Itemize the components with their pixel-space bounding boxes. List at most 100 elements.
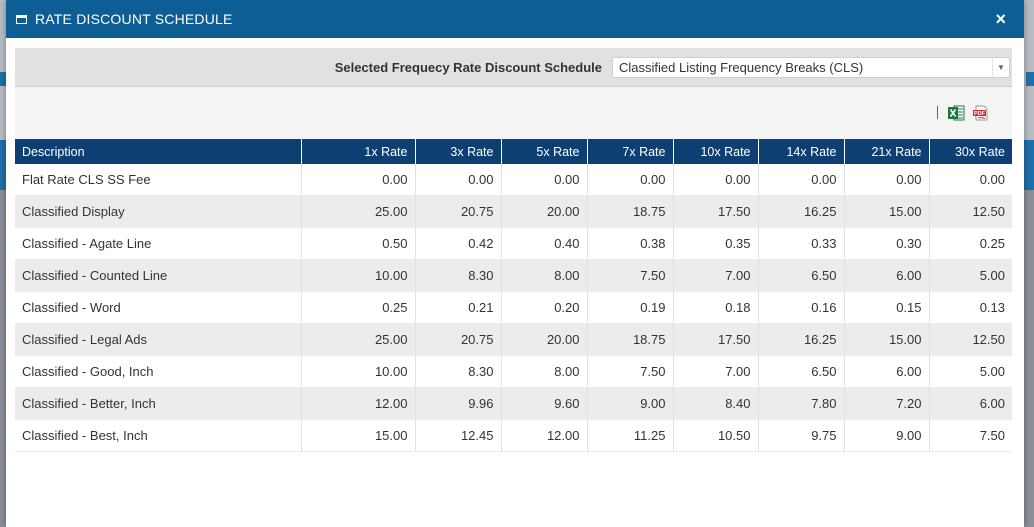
- row-description: Classified - Agate Line: [15, 227, 302, 260]
- rate-cell: 7.50: [587, 259, 674, 292]
- column-header-rate[interactable]: 7x Rate: [587, 139, 674, 164]
- column-header-rate[interactable]: 30x Rate: [929, 139, 1012, 164]
- row-description: Flat Rate CLS SS Fee: [15, 164, 302, 196]
- background-header-right: [1024, 140, 1034, 190]
- rate-cell: 8.00: [501, 355, 588, 388]
- column-header-rate[interactable]: 21x Rate: [844, 139, 930, 164]
- row-description: Classified - Word: [15, 291, 302, 324]
- column-header-rate[interactable]: 1x Rate: [301, 139, 416, 164]
- dialog-title: RATE DISCOUNT SCHEDULE: [35, 11, 233, 27]
- rate-cell: 12.50: [929, 195, 1012, 228]
- rate-cell: 0.00: [844, 164, 930, 196]
- column-header-description[interactable]: Description: [15, 139, 302, 164]
- rate-cell: 0.25: [301, 291, 416, 324]
- rate-cell: 0.21: [415, 291, 502, 324]
- row-description: Classified - Good, Inch: [15, 355, 302, 388]
- rate-cell: 0.00: [501, 164, 588, 196]
- toolbar-separator: [937, 106, 938, 119]
- schedule-select-value: Classified Listing Frequency Breaks (CLS…: [619, 59, 864, 75]
- rate-cell: 0.15: [844, 291, 930, 324]
- rate-cell: 15.00: [301, 419, 416, 452]
- rate-cell: 6.00: [844, 259, 930, 292]
- rate-cell: 0.19: [587, 291, 674, 324]
- rate-cell: 0.00: [587, 164, 674, 196]
- rate-cell: 15.00: [844, 323, 930, 356]
- table-row[interactable]: Classified - Word 0.25 0.21 0.20 0.19 0.18 0.1…: [15, 291, 1012, 324]
- rate-cell: 7.80: [758, 387, 845, 420]
- rate-cell: 25.00: [301, 195, 416, 228]
- row-description: Classified Display: [15, 195, 302, 228]
- pdf-icon-label: PDF: [974, 111, 986, 117]
- rate-cell: 8.30: [415, 259, 502, 292]
- table-row[interactable]: Classified - Agate Line 0.50 0.42 0.40 0.38 0…: [15, 227, 1012, 260]
- table-row[interactable]: Flat Rate CLS SS Fee 0.00 0.00 0.00 0.00 0.00…: [15, 164, 1012, 196]
- rate-cell: 0.50: [301, 227, 416, 260]
- dialog-titlebar[interactable]: RATE DISCOUNT SCHEDULE ×: [6, 0, 1024, 38]
- rate-cell: 9.00: [587, 387, 674, 420]
- close-button[interactable]: ×: [995, 9, 1006, 29]
- schedule-selector-bar: Selected Frequecy Rate Discount Schedule…: [15, 48, 1012, 87]
- dialog-content: Selected Frequecy Rate Discount Schedule…: [15, 48, 1012, 452]
- rate-cell: 12.50: [929, 323, 1012, 356]
- rate-cell: 12.00: [501, 419, 588, 452]
- rate-cell: 0.18: [673, 291, 759, 324]
- rate-cell: 7.00: [673, 259, 759, 292]
- rate-cell: 0.13: [929, 291, 1012, 324]
- chevron-down-icon[interactable]: ▼: [992, 57, 1009, 77]
- rate-cell: 6.50: [758, 355, 845, 388]
- rate-cell: 0.00: [673, 164, 759, 196]
- column-header-rate[interactable]: 5x Rate: [501, 139, 588, 164]
- rate-cell: 8.00: [501, 259, 588, 292]
- table-row[interactable]: Classified - Better, Inch 12.00 9.96 9.60 9.…: [15, 387, 1012, 420]
- pdf-icon[interactable]: PDF: [973, 105, 989, 121]
- table-row[interactable]: Classified - Good, Inch 10.00 8.30 8.00 7.50…: [15, 355, 1012, 388]
- rate-cell: 0.33: [758, 227, 845, 260]
- row-description: Classified - Best, Inch: [15, 419, 302, 452]
- rate-cell: 0.35: [673, 227, 759, 260]
- rate-cell: 0.00: [758, 164, 845, 196]
- schedule-selector-label: Selected Frequecy Rate Discount Schedule: [334, 59, 602, 75]
- column-header-rate[interactable]: 14x Rate: [758, 139, 845, 164]
- rate-cell: 0.00: [415, 164, 502, 196]
- rate-cell: 20.75: [415, 195, 502, 228]
- column-header-rate[interactable]: 10x Rate: [673, 139, 759, 164]
- rate-discount-dialog: RATE DISCOUNT SCHEDULE × Selected Freque…: [6, 0, 1024, 527]
- rate-cell: 18.75: [587, 323, 674, 356]
- rate-cell: 0.25: [929, 227, 1012, 260]
- rate-cell: 15.00: [844, 195, 930, 228]
- rate-table: Description 1x Rate 3x Rate 5x Rate 7x Rate 1…: [15, 139, 1012, 452]
- rate-cell: 16.25: [758, 195, 845, 228]
- excel-icon[interactable]: [948, 105, 965, 121]
- rate-cell: 10.00: [301, 355, 416, 388]
- schedule-select[interactable]: Classified Listing Frequency Breaks (CLS…: [612, 56, 1010, 78]
- table-row[interactable]: Classified Display 25.00 20.75 20.00 18.75 17…: [15, 195, 1012, 228]
- rate-cell: 17.50: [673, 323, 759, 356]
- rate-cell: 20.00: [501, 323, 588, 356]
- rate-cell: 0.00: [929, 164, 1012, 196]
- rate-cell: 7.50: [929, 419, 1012, 452]
- rate-cell: 16.25: [758, 323, 845, 356]
- background-nav-right: [1026, 72, 1034, 86]
- rate-cell: 0.30: [844, 227, 930, 260]
- table-body: Flat Rate CLS SS Fee 0.00 0.00 0.00 0.00 0.00…: [15, 164, 1012, 452]
- rate-cell: 0.42: [415, 227, 502, 260]
- export-toolbar: PDF: [15, 87, 1012, 139]
- rate-cell: 0.00: [301, 164, 416, 196]
- rate-cell: 9.00: [844, 419, 930, 452]
- rate-cell: 12.45: [415, 419, 502, 452]
- column-header-rate[interactable]: 3x Rate: [415, 139, 502, 164]
- table-row[interactable]: Classified - Legal Ads 25.00 20.75 20.00 18.…: [15, 323, 1012, 356]
- rate-cell: 8.40: [673, 387, 759, 420]
- rate-cell: 7.50: [587, 355, 674, 388]
- rate-cell: 18.75: [587, 195, 674, 228]
- rate-cell: 25.00: [301, 323, 416, 356]
- table-row[interactable]: Classified - Best, Inch 15.00 12.45 12.00 11…: [15, 419, 1012, 452]
- row-description: Classified - Legal Ads: [15, 323, 302, 356]
- row-description: Classified - Better, Inch: [15, 387, 302, 420]
- rate-cell: 17.50: [673, 195, 759, 228]
- rate-cell: 7.00: [673, 355, 759, 388]
- row-description: Classified - Counted Line: [15, 259, 302, 292]
- rate-cell: 7.20: [844, 387, 930, 420]
- rate-cell: 9.96: [415, 387, 502, 420]
- table-row[interactable]: Classified - Counted Line 10.00 8.30 8.00 7.…: [15, 259, 1012, 292]
